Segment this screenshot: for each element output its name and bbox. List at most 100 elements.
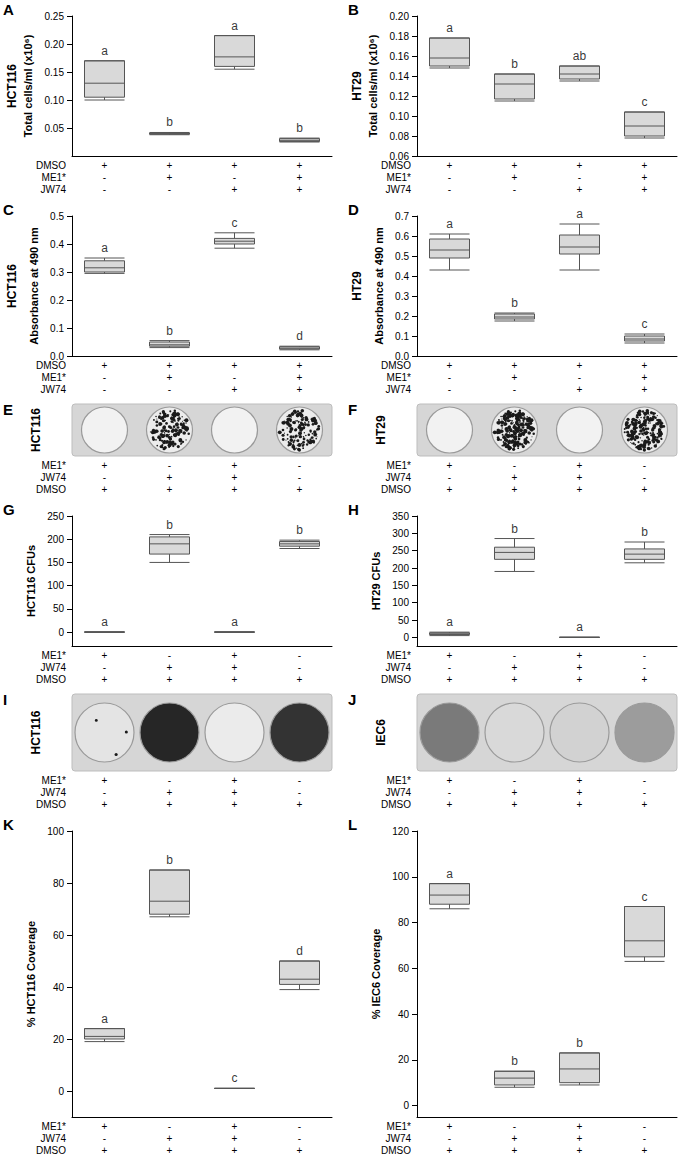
svg-text:-: - bbox=[168, 384, 171, 395]
svg-text:0.25: 0.25 bbox=[45, 11, 65, 22]
svg-text:+: + bbox=[232, 384, 238, 395]
svg-text:+: + bbox=[512, 172, 518, 183]
svg-text:Total cells/ml (x10⁶): Total cells/ml (x10⁶) bbox=[22, 34, 34, 137]
svg-text:a: a bbox=[101, 1012, 108, 1026]
svg-text:100: 100 bbox=[47, 580, 64, 591]
svg-text:200: 200 bbox=[47, 534, 64, 545]
svg-text:-: - bbox=[168, 460, 171, 471]
svg-text:+: + bbox=[102, 650, 108, 661]
svg-text:+: + bbox=[642, 384, 648, 395]
svg-text:+: + bbox=[232, 650, 238, 661]
svg-text:a: a bbox=[576, 207, 583, 221]
svg-text:-: - bbox=[448, 787, 451, 798]
svg-text:D: D bbox=[348, 201, 359, 218]
svg-text:+: + bbox=[512, 674, 518, 685]
svg-text:0.16: 0.16 bbox=[390, 51, 410, 62]
svg-text:0.4: 0.4 bbox=[50, 239, 64, 250]
svg-text:JW74: JW74 bbox=[40, 662, 66, 673]
svg-text:-: - bbox=[168, 650, 171, 661]
svg-text:-: - bbox=[643, 1133, 646, 1144]
svg-text:-: - bbox=[168, 1121, 171, 1132]
svg-text:40: 40 bbox=[398, 1009, 410, 1020]
svg-text:+: + bbox=[642, 484, 648, 495]
svg-text:0.0: 0.0 bbox=[395, 351, 409, 362]
svg-text:50: 50 bbox=[53, 603, 65, 614]
svg-text:JW74: JW74 bbox=[385, 662, 411, 673]
svg-text:100: 100 bbox=[392, 871, 409, 882]
svg-text:DMSO: DMSO bbox=[36, 484, 66, 495]
svg-text:c: c bbox=[232, 1071, 238, 1085]
svg-text:0.05: 0.05 bbox=[45, 123, 65, 134]
svg-text:+: + bbox=[512, 484, 518, 495]
svg-text:250: 250 bbox=[47, 511, 64, 522]
svg-text:b: b bbox=[296, 121, 303, 135]
svg-text:a: a bbox=[446, 217, 453, 231]
svg-text:0.14: 0.14 bbox=[390, 71, 410, 82]
svg-text:+: + bbox=[232, 1121, 238, 1132]
svg-text:a: a bbox=[231, 615, 238, 629]
svg-text:+: + bbox=[512, 360, 518, 371]
svg-text:a: a bbox=[101, 44, 108, 58]
svg-text:-: - bbox=[298, 472, 301, 483]
svg-text:% IEC6 Coverage: % IEC6 Coverage bbox=[370, 929, 382, 1019]
svg-text:0.3: 0.3 bbox=[395, 291, 409, 302]
svg-text:Absorbance at 490 nm: Absorbance at 490 nm bbox=[28, 227, 40, 345]
svg-text:A: A bbox=[3, 1, 14, 18]
svg-text:+: + bbox=[167, 360, 173, 371]
svg-text:-: - bbox=[513, 460, 516, 471]
svg-text:+: + bbox=[512, 160, 518, 171]
svg-text:-: - bbox=[448, 472, 451, 483]
svg-text:+: + bbox=[297, 372, 303, 383]
svg-text:+: + bbox=[642, 360, 648, 371]
svg-text:+: + bbox=[577, 484, 583, 495]
svg-text:L: L bbox=[348, 816, 357, 833]
svg-text:-: - bbox=[448, 184, 451, 195]
svg-text:-: - bbox=[448, 1133, 451, 1144]
svg-text:+: + bbox=[447, 1121, 453, 1132]
svg-text:+: + bbox=[232, 360, 238, 371]
svg-text:JW74: JW74 bbox=[385, 472, 411, 483]
svg-text:ME1*: ME1* bbox=[387, 775, 412, 786]
svg-text:ME1*: ME1* bbox=[387, 460, 412, 471]
svg-text:JW74: JW74 bbox=[385, 384, 411, 395]
svg-text:DMSO: DMSO bbox=[381, 799, 411, 810]
svg-text:100: 100 bbox=[47, 826, 64, 837]
svg-text:-: - bbox=[513, 384, 516, 395]
svg-text:-: - bbox=[448, 372, 451, 383]
svg-text:-: - bbox=[643, 650, 646, 661]
svg-text:+: + bbox=[577, 787, 583, 798]
svg-text:200: 200 bbox=[392, 563, 409, 574]
svg-text:d: d bbox=[296, 944, 303, 958]
svg-text:+: + bbox=[102, 460, 108, 471]
svg-text:H: H bbox=[348, 501, 359, 518]
svg-text:+: + bbox=[642, 799, 648, 810]
svg-text:80: 80 bbox=[398, 917, 410, 928]
svg-text:-: - bbox=[643, 775, 646, 786]
svg-text:-: - bbox=[513, 1121, 516, 1132]
svg-text:+: + bbox=[232, 799, 238, 810]
svg-text:+: + bbox=[512, 1145, 518, 1156]
svg-text:+: + bbox=[167, 372, 173, 383]
svg-text:+: + bbox=[577, 384, 583, 395]
svg-text:b: b bbox=[166, 853, 173, 867]
svg-text:+: + bbox=[512, 787, 518, 798]
svg-text:-: - bbox=[103, 787, 106, 798]
svg-text:-: - bbox=[298, 1121, 301, 1132]
svg-text:-: - bbox=[643, 662, 646, 673]
svg-text:+: + bbox=[167, 172, 173, 183]
svg-text:c: c bbox=[642, 890, 648, 904]
svg-text:+: + bbox=[577, 799, 583, 810]
svg-text:G: G bbox=[3, 501, 15, 518]
svg-text:-: - bbox=[103, 172, 106, 183]
svg-text:+: + bbox=[102, 1121, 108, 1132]
svg-text:0.20: 0.20 bbox=[45, 39, 65, 50]
svg-text:-: - bbox=[298, 775, 301, 786]
svg-text:+: + bbox=[297, 799, 303, 810]
svg-text:+: + bbox=[512, 472, 518, 483]
svg-text:ME1*: ME1* bbox=[42, 775, 67, 786]
svg-text:+: + bbox=[577, 650, 583, 661]
svg-text:B: B bbox=[348, 1, 359, 18]
svg-text:+: + bbox=[167, 799, 173, 810]
svg-text:IEC6: IEC6 bbox=[374, 719, 388, 746]
svg-text:Absorbance at 490 nm: Absorbance at 490 nm bbox=[373, 227, 385, 345]
